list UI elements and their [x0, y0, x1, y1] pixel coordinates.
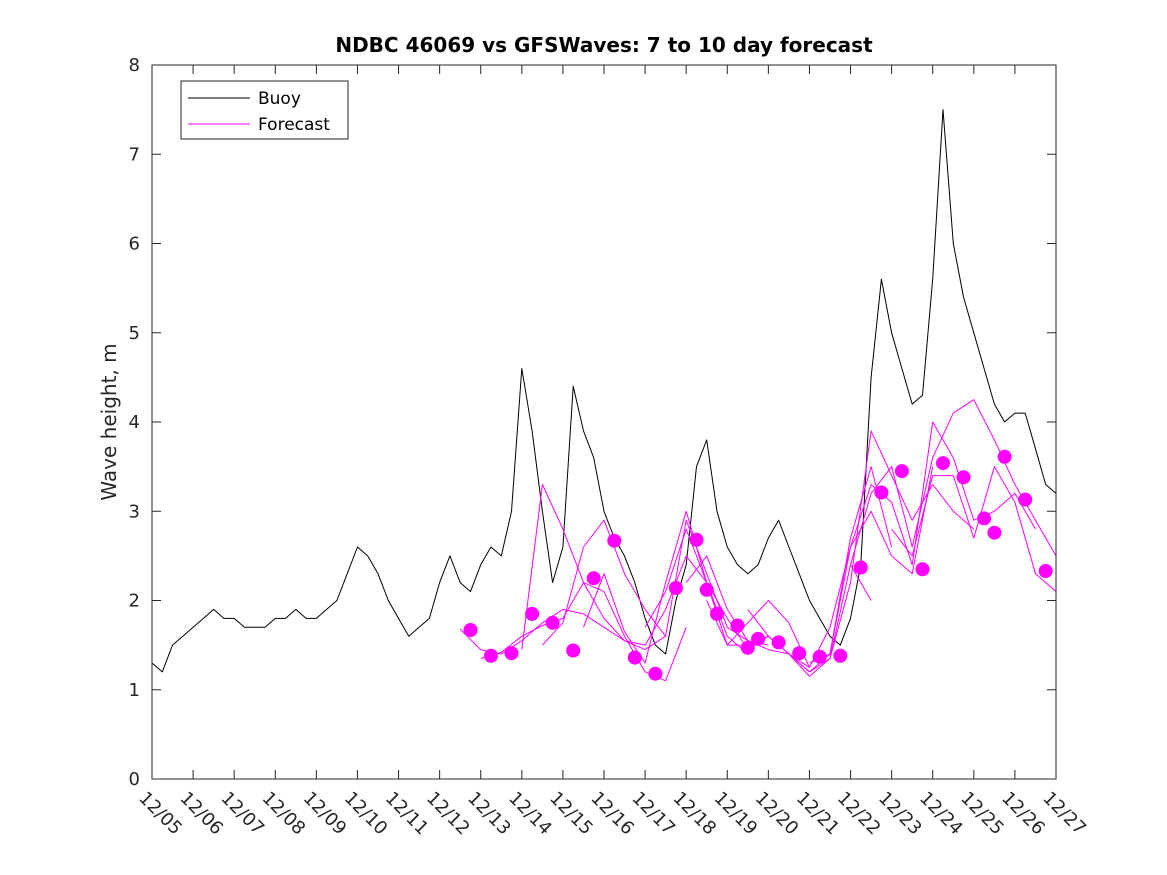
forecast-marker [874, 485, 889, 500]
y-tick-label: 0 [129, 769, 140, 790]
chart-title: NDBC 46069 vs GFSWaves: 7 to 10 day fore… [335, 33, 873, 57]
forecast-run-line [809, 421, 1036, 664]
legend: Buoy Forecast [180, 80, 349, 140]
buoy-series [151, 109, 1057, 673]
x-tick-label: 12/08 [258, 788, 310, 840]
forecast-marker [987, 525, 1002, 540]
forecast-series [459, 399, 1057, 682]
forecast-marker [730, 618, 745, 633]
legend-box [180, 80, 349, 140]
forecast-marker [1018, 492, 1033, 507]
forecast-marker [853, 560, 868, 575]
y-tick-label: 8 [129, 55, 140, 76]
forecast-marker [915, 562, 930, 577]
forecast-marker [689, 532, 704, 547]
x-tick-label: 12/20 [751, 788, 803, 840]
x-tick-label: 12/16 [586, 788, 638, 840]
forecast-marker [997, 449, 1012, 464]
forecast-marker [566, 643, 581, 658]
plot-area [152, 65, 1056, 779]
y-tick-label: 1 [129, 680, 140, 701]
forecast-run-line [747, 430, 975, 677]
x-tick-label: 12/27 [1038, 788, 1090, 840]
forecast-marker [740, 640, 755, 655]
y-tick-label: 7 [129, 144, 140, 165]
forecast-run-line [891, 466, 1057, 592]
forecast-marker [525, 606, 540, 621]
x-tick-label: 12/21 [792, 788, 844, 840]
x-tick-label: 12/07 [217, 788, 269, 840]
forecast-marker [977, 511, 992, 526]
forecast-marker [648, 666, 663, 681]
x-tick-label: 12/12 [422, 788, 474, 840]
x-tick-label: 12/06 [176, 788, 228, 840]
y-tick-label: 6 [129, 234, 140, 255]
forecast-marker [699, 582, 714, 597]
forecast-marker [792, 646, 807, 661]
forecast-marker [936, 456, 950, 471]
forecast-marker [545, 615, 560, 630]
forecast-marker [956, 470, 971, 485]
forecast-marker [607, 533, 622, 548]
forecast-marker [504, 646, 519, 661]
forecast-marker [484, 648, 498, 663]
forecast-marker [668, 581, 683, 595]
y-axis: 0 1 2 3 4 5 6 7 8 [129, 55, 1056, 790]
x-tick-label: 12/10 [340, 788, 392, 840]
forecast-marker [1038, 564, 1053, 578]
x-tick-label: 12/25 [956, 788, 1008, 840]
x-tick-label: 12/11 [381, 788, 433, 840]
legend-forecast-label: Forecast [258, 115, 330, 135]
buoy-line [151, 109, 1057, 673]
x-tick-label: 12/17 [628, 788, 680, 840]
forecast-marker [586, 571, 601, 586]
forecast-marker [463, 623, 478, 637]
forecast-marker [710, 606, 724, 621]
forecast-marker [833, 648, 848, 663]
forecast-marker [771, 635, 786, 650]
forecast-markers [463, 449, 1053, 681]
y-tick-label: 2 [129, 591, 140, 612]
forecast-marker [627, 650, 642, 665]
y-tick-label: 4 [129, 412, 140, 433]
y-tick-label: 5 [129, 323, 140, 344]
legend-buoy-label: Buoy [258, 89, 301, 109]
x-tick-label: 12/19 [710, 788, 762, 840]
x-tick-label: 12/18 [669, 788, 721, 840]
y-tick-label: 3 [129, 501, 140, 522]
x-tick-label: 12/09 [299, 788, 351, 840]
x-tick-label: 12/05 [134, 788, 186, 840]
x-tick-label: 12/14 [504, 788, 556, 840]
x-tick-label: 12/22 [833, 788, 885, 840]
x-tick-label: 12/26 [997, 788, 1049, 840]
x-tick-label: 12/23 [874, 788, 926, 840]
forecast-marker [751, 631, 766, 646]
forecast-marker [812, 649, 827, 664]
x-tick-label: 12/24 [915, 788, 967, 840]
y-axis-label: Wave height, m [97, 343, 121, 500]
x-tick-label: 12/15 [545, 788, 597, 840]
x-tick-label: 12/13 [463, 788, 515, 840]
forecast-marker [894, 464, 909, 479]
